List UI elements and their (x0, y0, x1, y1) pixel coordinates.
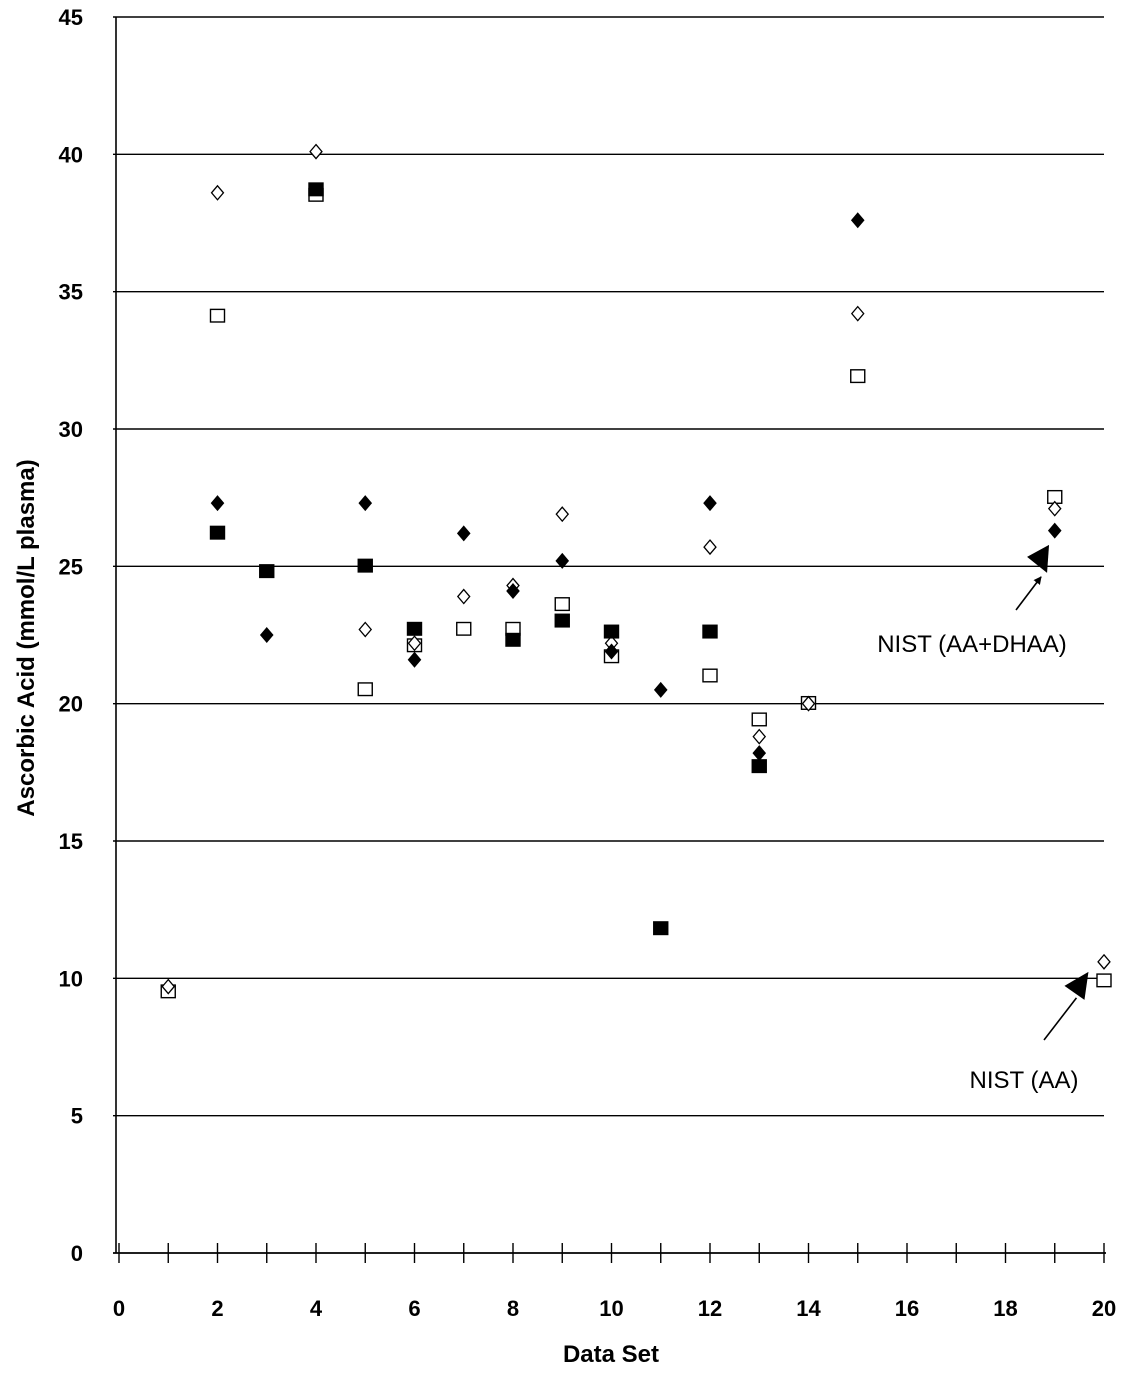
filled-diamond-point-3 (259, 626, 274, 644)
filled-square-point-2 (209, 525, 226, 540)
filled-square-point-13 (751, 759, 767, 774)
filled-square-point-11 (653, 921, 669, 936)
x-tick-label-20: 20 (1092, 1296, 1116, 1321)
x-tick-label-6: 6 (408, 1296, 420, 1321)
open-diamond-point-12 (703, 539, 717, 556)
annotation-arrow-aa-dhaa (1015, 576, 1042, 611)
x-axis-title: Data Set (563, 1341, 659, 1368)
open-diamond-point-14 (801, 695, 816, 712)
x-tick-label-16: 16 (895, 1296, 919, 1321)
x-tick-label-2: 2 (211, 1296, 223, 1321)
y-tick-label-45: 45 (59, 5, 83, 30)
open-diamond-point-5 (358, 621, 373, 638)
axes (113, 17, 1106, 1263)
open-square-point-7 (456, 621, 472, 636)
open-square-point-15 (850, 369, 866, 384)
open-square-point-13 (751, 712, 767, 727)
open-diamond-point-7 (456, 588, 471, 605)
open-diamond-point-15 (850, 305, 865, 322)
x-tick-label-4: 4 (310, 1296, 323, 1321)
annotation-label-aa: NIST (AA) (970, 1067, 1079, 1094)
x-tick-label-8: 8 (507, 1296, 519, 1321)
open-diamond-point-1 (161, 978, 176, 995)
open-square-point-9 (554, 597, 570, 612)
x-tick-label-14: 14 (796, 1296, 821, 1321)
grid-lines (113, 16, 1104, 1117)
open-diamond-point-4 (309, 143, 323, 160)
tick-labels: 0 5 10 15 20 25 30 35 40 45 0 2 4 6 8 10 12 14 16 18 20 (59, 5, 1117, 1321)
open-square-point-5 (357, 682, 373, 697)
y-tick-label-5: 5 (71, 1104, 83, 1129)
annotation-arrowhead-aa (1064, 971, 1089, 1000)
y-tick-label-10: 10 (59, 966, 83, 991)
filled-square-point-6 (406, 621, 423, 636)
filled-diamond-point-2 (210, 495, 225, 512)
annotation-label-aa-dhaa: NIST (AA+DHAA) (877, 631, 1067, 658)
data-points (160, 143, 1112, 999)
open-diamond-point-20 (1097, 953, 1111, 970)
x-tick-label-10: 10 (599, 1296, 623, 1321)
filled-square-point-8 (505, 632, 521, 647)
filled-square-point-12 (702, 624, 718, 639)
annotation-arrowhead-aa-dhaa (1027, 544, 1050, 573)
filled-diamond-point-5 (358, 495, 373, 512)
open-square-point-2 (209, 308, 226, 323)
filled-square-point-4 (308, 182, 324, 197)
filled-diamond-point-10 (604, 643, 619, 660)
open-diamond-point-19 (1047, 500, 1062, 517)
filled-diamond-point-13 (752, 745, 767, 762)
filled-square-point-3 (259, 564, 275, 579)
y-tick-label-15: 15 (59, 829, 83, 854)
open-diamond-point-2 (210, 184, 225, 201)
open-square-point-12 (702, 668, 718, 683)
filled-diamond-point-12 (703, 495, 717, 512)
open-diamond-point-6 (407, 635, 422, 652)
filled-square-point-9 (554, 613, 570, 628)
filled-diamond-point-9 (555, 552, 570, 569)
y-tick-label-25: 25 (59, 554, 83, 579)
y-tick-label-35: 35 (59, 280, 83, 305)
y-tick-label-20: 20 (59, 692, 83, 717)
filled-diamond-point-19 (1047, 522, 1062, 539)
y-tick-label-40: 40 (59, 142, 83, 167)
y-axis-title: Ascorbic Acid (mmol/L plasma) (13, 459, 40, 816)
filled-square-point-10 (603, 624, 620, 639)
open-diamond-point-13 (752, 728, 767, 745)
y-tick-label-0: 0 (71, 1241, 83, 1266)
filled-square-point-5 (357, 558, 373, 573)
annotation-arrow-aa (1043, 997, 1078, 1041)
y-tick-label-30: 30 (59, 417, 83, 442)
filled-diamond-point-11 (653, 681, 668, 698)
open-square-point-20 (1096, 973, 1112, 988)
annotations: NIST (AA+DHAA) NIST (AA) (877, 544, 1089, 1094)
filled-diamond-point-6 (407, 651, 422, 668)
filled-diamond-point-8 (506, 583, 520, 600)
x-tick-label-18: 18 (993, 1296, 1017, 1321)
filled-diamond-point-7 (456, 525, 471, 542)
x-tick-label-0: 0 (113, 1296, 125, 1321)
x-tick-label-12: 12 (698, 1296, 722, 1321)
filled-diamond-point-15 (850, 212, 865, 229)
open-diamond-point-9 (555, 506, 570, 523)
